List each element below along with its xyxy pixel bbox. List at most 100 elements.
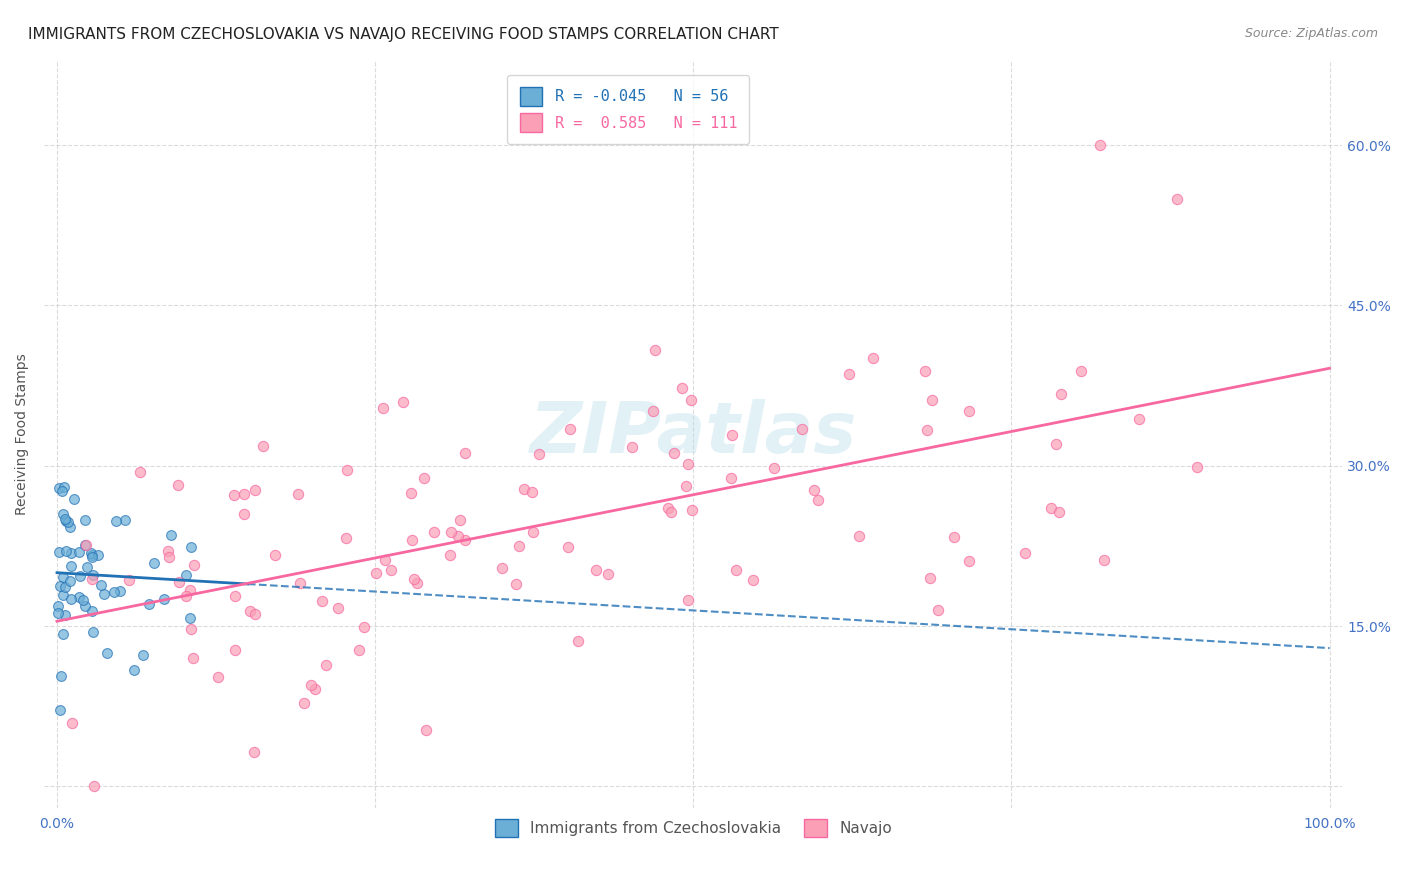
Point: [53, 480, 76, 494]
Point: [415, 723, 437, 738]
Point: [69, 568, 91, 582]
Point: [392, 395, 415, 409]
Point: [671, 381, 693, 395]
Point: [104, 514, 127, 528]
Point: [53, 512, 76, 526]
Point: [659, 505, 682, 519]
Point: [287, 487, 309, 501]
Point: [180, 541, 202, 555]
Point: [644, 343, 666, 358]
Point: [73, 599, 96, 614]
Point: [560, 422, 582, 436]
Text: IMMIGRANTS FROM CZECHOSLOVAKIA VS NAVAJO RECEIVING FOOD STAMPS CORRELATION CHART: IMMIGRANTS FROM CZECHOSLOVAKIA VS NAVAJO…: [28, 27, 779, 42]
Point: [1045, 437, 1067, 451]
Point: [76, 560, 98, 574]
Point: [48, 545, 70, 559]
Point: [513, 483, 536, 497]
Point: [336, 463, 359, 477]
Point: [53, 608, 76, 623]
Point: [224, 643, 246, 657]
Point: [920, 571, 942, 585]
Point: [921, 393, 943, 408]
Text: ZIPatlas: ZIPatlas: [530, 400, 858, 468]
Point: [143, 557, 166, 571]
Point: [803, 483, 825, 498]
Point: [405, 575, 427, 590]
Point: [80, 548, 103, 562]
Point: [914, 364, 936, 378]
Point: [114, 513, 136, 527]
Point: [491, 561, 513, 575]
Point: [446, 529, 468, 543]
Point: [304, 682, 326, 697]
Point: [423, 525, 446, 540]
Point: [46, 599, 69, 614]
Point: [207, 670, 229, 684]
Point: [681, 393, 703, 408]
Point: [915, 423, 938, 437]
Point: [73, 538, 96, 552]
Point: [292, 696, 315, 710]
Point: [957, 404, 980, 418]
Point: [174, 568, 197, 582]
Point: [67, 545, 90, 559]
Point: [742, 574, 765, 588]
Point: [413, 471, 436, 485]
Point: [1092, 553, 1115, 567]
Point: [179, 582, 201, 597]
Point: [52, 588, 75, 602]
Point: [792, 422, 814, 436]
Point: [80, 549, 103, 564]
Point: [63, 491, 86, 506]
Point: [641, 403, 664, 417]
Point: [252, 439, 274, 453]
Point: [96, 646, 118, 660]
Text: Source: ZipAtlas.com: Source: ZipAtlas.com: [1244, 27, 1378, 40]
Point: [927, 603, 949, 617]
Point: [404, 572, 426, 586]
Point: [49, 669, 72, 683]
Point: [315, 658, 337, 673]
Point: [80, 572, 103, 586]
Point: [46, 606, 69, 620]
Point: [167, 574, 190, 589]
Point: [93, 587, 115, 601]
Point: [1090, 138, 1112, 153]
Point: [807, 493, 830, 508]
Point: [681, 502, 703, 516]
Point: [311, 593, 333, 607]
Point: [720, 471, 742, 485]
Point: [90, 578, 112, 592]
Point: [1039, 501, 1062, 516]
Legend: Immigrants from Czechoslovakia, Navajo: Immigrants from Czechoslovakia, Navajo: [486, 811, 900, 845]
Point: [848, 529, 870, 543]
Point: [103, 584, 125, 599]
Point: [245, 483, 267, 497]
Point: [138, 597, 160, 611]
Point: [675, 479, 697, 493]
Point: [48, 579, 70, 593]
Point: [328, 601, 350, 615]
Point: [401, 533, 423, 547]
Point: [72, 592, 94, 607]
Point: [264, 548, 287, 562]
Point: [122, 663, 145, 677]
Point: [59, 559, 82, 574]
Point: [567, 633, 589, 648]
Point: [174, 589, 197, 603]
Point: [59, 520, 82, 534]
Point: [132, 648, 155, 662]
Point: [449, 513, 471, 527]
Point: [239, 604, 262, 618]
Point: [454, 446, 477, 460]
Point: [243, 745, 266, 759]
Point: [598, 566, 620, 581]
Point: [557, 540, 579, 554]
Point: [233, 487, 256, 501]
Point: [183, 558, 205, 572]
Point: [167, 477, 190, 491]
Point: [55, 514, 77, 528]
Point: [725, 563, 748, 577]
Point: [67, 590, 90, 604]
Point: [347, 643, 370, 657]
